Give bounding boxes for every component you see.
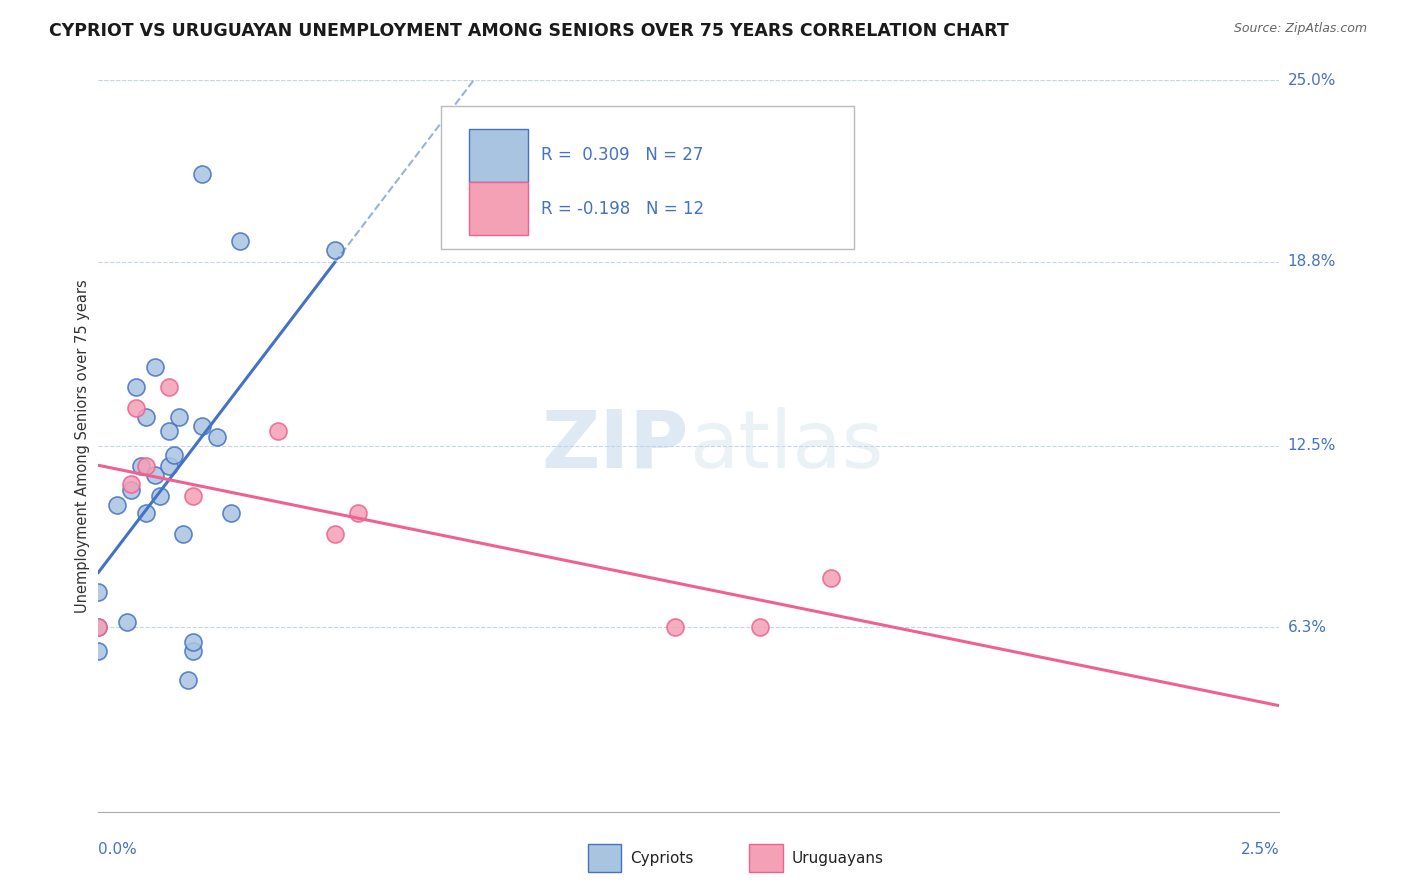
Point [87,644,110,658]
Point [135,506,157,520]
Text: ZIP: ZIP [541,407,689,485]
Point [323,526,346,541]
Text: R = -0.198   N = 12: R = -0.198 N = 12 [541,200,704,218]
Point [163,448,186,462]
Point [229,234,252,248]
Point [191,167,214,181]
FancyBboxPatch shape [470,128,529,182]
Point [115,615,138,629]
Point [181,489,204,503]
FancyBboxPatch shape [470,182,529,235]
Text: 12.5%: 12.5% [1288,439,1336,453]
Point [157,459,180,474]
Point [172,526,194,541]
Point [167,409,190,424]
Point [135,459,157,474]
Point [181,644,204,658]
Text: 25.0%: 25.0% [1288,73,1336,87]
Text: 6.3%: 6.3% [1288,620,1327,635]
Point [121,477,143,491]
Text: 2.5%: 2.5% [1240,842,1279,857]
Point [219,506,242,520]
Point [125,380,148,394]
Point [149,489,172,503]
Point [347,506,370,520]
Point [323,243,346,257]
Point [820,571,842,585]
Y-axis label: Unemployment Among Seniors over 75 years: Unemployment Among Seniors over 75 years [75,279,90,613]
Text: Source: ZipAtlas.com: Source: ZipAtlas.com [1233,22,1367,36]
Text: R =  0.309   N = 27: R = 0.309 N = 27 [541,146,703,164]
FancyBboxPatch shape [441,106,855,249]
Point [121,483,143,497]
Point [157,425,180,439]
Text: Cypriots: Cypriots [630,851,693,865]
Point [181,635,204,649]
Point [143,359,166,374]
Text: atlas: atlas [689,407,883,485]
Point [664,620,686,634]
Point [157,380,180,394]
Text: 18.8%: 18.8% [1288,254,1336,269]
Point [125,401,148,415]
Point [87,585,110,599]
Point [87,620,110,634]
Point [135,409,157,424]
Point [191,418,214,433]
Point [87,620,110,634]
Text: 0.0%: 0.0% [98,842,138,857]
Text: Uruguayans: Uruguayans [792,851,883,865]
Point [129,459,152,474]
Point [267,425,290,439]
Point [177,673,200,687]
Point [205,430,228,444]
Point [748,620,770,634]
Point [105,498,128,512]
Point [143,468,166,483]
Text: CYPRIOT VS URUGUAYAN UNEMPLOYMENT AMONG SENIORS OVER 75 YEARS CORRELATION CHART: CYPRIOT VS URUGUAYAN UNEMPLOYMENT AMONG … [49,22,1010,40]
